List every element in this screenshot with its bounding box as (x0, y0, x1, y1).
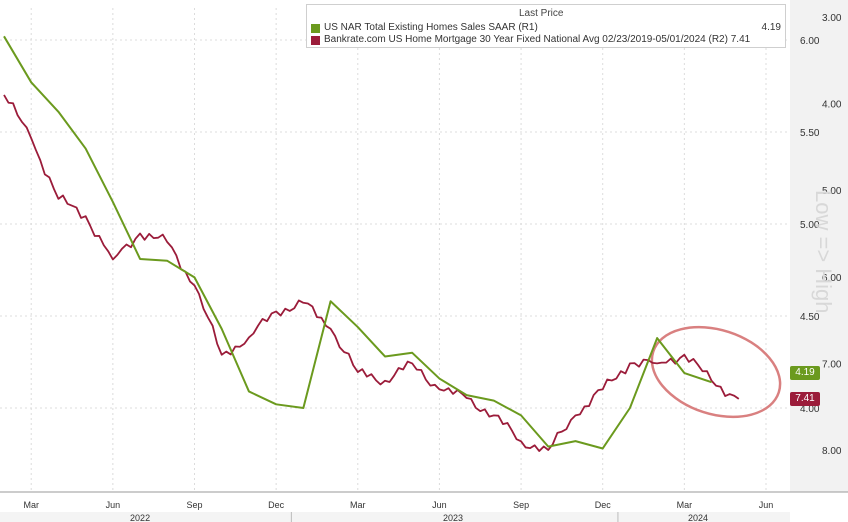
r1-tick-label: 5.00 (800, 220, 820, 231)
legend-label-sales: US NAR Total Existing Homes Sales SAAR (… (324, 22, 538, 33)
legend: Last Price US NAR Total Existing Homes S… (306, 4, 786, 48)
x-tick-label: Mar (677, 500, 693, 510)
r1-tick-label: 4.00 (800, 404, 820, 415)
r2-tick-label: 8.00 (822, 446, 842, 457)
last-price-tag-sales: 4.19 (790, 366, 820, 381)
year-label: 2023 (443, 513, 463, 522)
x-tick-label: Mar (350, 500, 366, 510)
axis-panel (790, 0, 848, 492)
x-tick-label: Dec (595, 500, 612, 510)
legend-swatch-sales (311, 24, 320, 33)
r2-tick-label: 5.00 (822, 186, 842, 197)
x-tick-label: Jun (759, 500, 774, 510)
last-price-tag-mortgage: 7.41 (790, 391, 820, 406)
series (3, 35, 740, 452)
r2-tick-label: 7.00 (822, 359, 842, 370)
legend-row-mortgage: Bankrate.com US Home Mortgage 30 Year Fi… (311, 34, 781, 47)
year-band (0, 512, 790, 522)
legend-row-sales: US NAR Total Existing Homes Sales SAAR (… (311, 22, 781, 35)
highlight-ellipse (650, 325, 782, 419)
legend-value-sales: 4.19 (761, 22, 781, 33)
x-tick-label: Jun (432, 500, 447, 510)
year-label: 2024 (688, 513, 708, 522)
series-line-mortgage (3, 94, 740, 452)
x-tick-label: Mar (23, 500, 39, 510)
year-label: 2022 (130, 513, 150, 522)
r2-tick-label: 6.00 (822, 273, 842, 284)
x-tick-label: Jun (106, 500, 121, 510)
axes: Mar Jun Sep Dec Mar Jun Sep Dec Mar Jun 6.00 5.50 5.… (0, 13, 848, 522)
r2-tick-label: 3.00 (822, 13, 842, 24)
x-tick-label: Dec (268, 500, 285, 510)
r1-tick-label: 4.50 (800, 312, 820, 323)
r1-tick-label: 5.50 (800, 128, 820, 139)
watermark-low-high: Low => High (811, 190, 836, 314)
legend-header: Last Price (519, 8, 564, 19)
legend-swatch-mortgage (311, 36, 320, 45)
x-tick-label: Sep (513, 500, 529, 510)
r2-tick-label: 4.00 (822, 100, 842, 111)
grid (0, 0, 848, 492)
annotation-ellipse (650, 325, 782, 419)
r1-tick-label: 6.00 (800, 36, 820, 47)
legend-label-mortgage: Bankrate.com US Home Mortgage 30 Year Fi… (324, 34, 751, 45)
plot-area (0, 0, 790, 492)
x-tick-label: Sep (186, 500, 202, 510)
